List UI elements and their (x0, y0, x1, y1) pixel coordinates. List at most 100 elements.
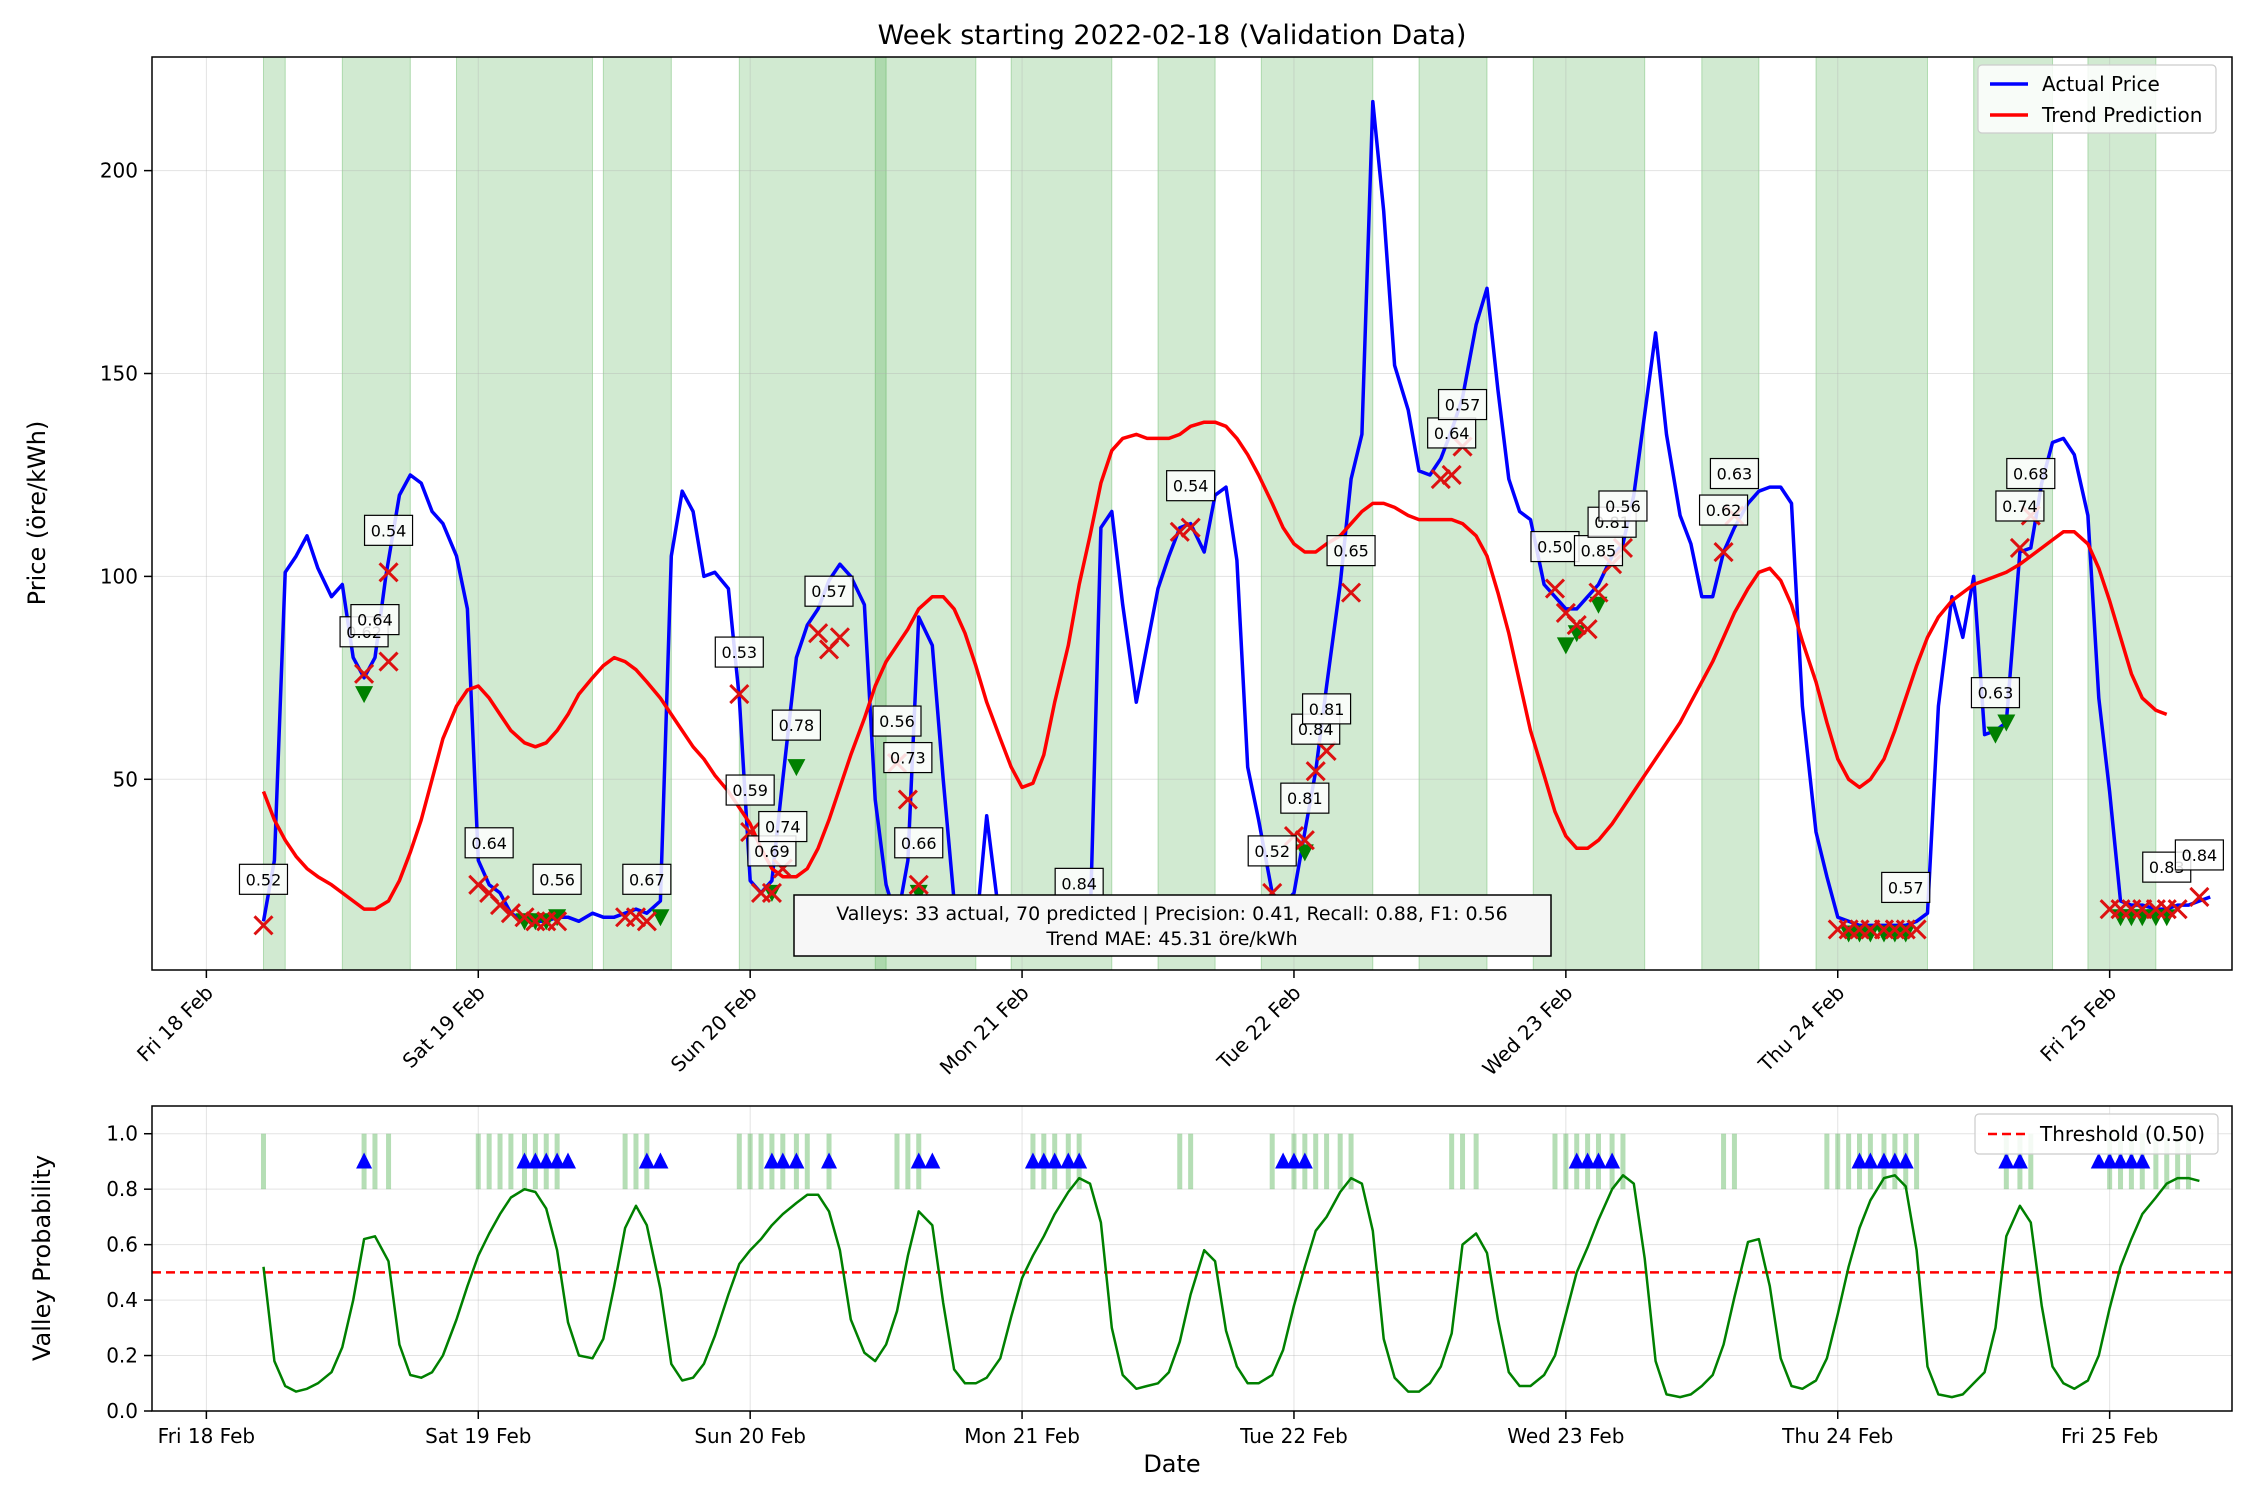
predicted-valley-triangle (538, 1152, 555, 1169)
predicted-valley-marker (829, 627, 850, 648)
predicted-valley-triangle (1296, 1152, 1313, 1169)
probability-annotation-box (1247, 835, 1297, 867)
actual-valley-bar (1348, 1133, 1354, 1190)
actual-valley-bar (1188, 1133, 1194, 1190)
actual-valley-bar (2164, 1133, 2170, 1190)
predicted-valley-triangle (1590, 1152, 1607, 1169)
probability-annotation-label: 0.65 (1333, 542, 1369, 561)
actual-valley-bar (1269, 1133, 1275, 1190)
probability-x-tick-label: Sun 20 Feb (694, 1424, 806, 1448)
probability-annotation-box (872, 705, 922, 737)
predicted-valley-marker (354, 663, 375, 684)
predicted-valley-triangle (1851, 1152, 1868, 1169)
probability-annotation-box (1573, 535, 1624, 567)
actual-valley-bar (1620, 1133, 1626, 1190)
price-chart-title: Week starting 2022-02-18 (Validation Dat… (878, 20, 1467, 51)
predicted-valley-markers (356, 1152, 2151, 1169)
probability-annotation: 0.74 (758, 810, 808, 843)
probability-annotation: 0.52 (238, 863, 289, 895)
actual-valley-marker (1589, 596, 1608, 614)
predicted-valley-triangle (1046, 1152, 1063, 1169)
probability-annotation-label: 0.57 (1445, 396, 1481, 415)
actual-valley-bar (2028, 1133, 2034, 1190)
actual-valley-bar (1449, 1133, 1455, 1190)
actual-valley-bar (1324, 1133, 1330, 1190)
probability-annotation-label: 0.74 (2002, 497, 2038, 516)
probability-panel: 0.0 0.2 0.4 0.6 0.8 1.0 Fri 18 Feb Sat 19 Feb S… (28, 1105, 2233, 1478)
price-y-tick-label: 100 (100, 564, 138, 588)
predicted-valley-marker (1305, 761, 1326, 782)
probability-annotation-label: 0.84 (2182, 846, 2218, 865)
predicted-valley-triangle (638, 1152, 655, 1169)
predicted-valley-marker (1316, 740, 1337, 761)
actual-valley-bar (1177, 1133, 1183, 1190)
price-y-axis-label: Price (öre/kWh) (23, 421, 51, 606)
actual-valley-bar (758, 1133, 764, 1190)
price-legend-frame (1977, 64, 2217, 134)
trend-prediction-line (261, 420, 2168, 911)
predicted-valley-triangle (560, 1152, 576, 1169)
probability-annotation-label: 0.56 (539, 870, 575, 889)
summary-box-frame (793, 894, 1552, 957)
predicted-valley-triangle (788, 1152, 805, 1169)
actual-valley-marker (787, 759, 806, 777)
probability-annotation-label: 0.57 (1888, 878, 1924, 897)
legend-trend-label: Trend Prediction (2041, 103, 2202, 127)
predicted-valley-marker (1169, 521, 1190, 542)
probability-y-tick-label: 0.2 (106, 1344, 138, 1368)
probability-annotation-label: 0.85 (1581, 542, 1617, 561)
predicted-valley-marker (908, 874, 929, 895)
predicted-valley-marker (1294, 830, 1315, 851)
probability-annotation: 0.67 (622, 863, 672, 895)
probability-annotation-label: 0.64 (471, 834, 507, 853)
probability-y-tick-label: 0.0 (106, 1399, 138, 1423)
predicted-valley-triangle (1862, 1152, 1879, 1169)
predicted-valley-triangle (1886, 1152, 1903, 1169)
predicted-valley-marker (1566, 615, 1587, 636)
valley-shading-band (1157, 56, 1216, 971)
actual-valley-bar (497, 1133, 503, 1190)
probability-y-tick-label: 0.8 (106, 1177, 138, 1201)
price-panel: Week starting 2022-02-18 (Validation Dat… (23, 20, 2233, 1080)
actual-valley-bar (1721, 1133, 1727, 1190)
probability-annotation-label: 0.84 (1061, 874, 1097, 893)
probability-annotation: 0.85 (1573, 535, 1624, 567)
predicted-valley-triangle (1579, 1152, 1596, 1169)
probability-annotation: 0.57 (804, 575, 854, 607)
probability-annotation-label: 0.81 (1309, 700, 1345, 719)
probability-x-tick-label: Thu 24 Feb (1781, 1424, 1893, 1448)
probability-annotation-box (758, 810, 808, 843)
probability-annotation: 0.59 (725, 774, 775, 806)
probability-annotation: 0.74 (1995, 490, 2045, 522)
predicted-valley-marker (500, 903, 521, 924)
valley-shading-band (456, 56, 593, 971)
predicted-valley-triangle (652, 1152, 669, 1169)
predicted-valley-triangle (821, 1152, 838, 1169)
predicted-valley-triangle (2011, 1152, 2028, 1169)
probability-plot-frame (151, 1105, 2233, 1412)
price-y-tick-label: 150 (100, 362, 138, 386)
actual-valley-bar (1731, 1133, 1737, 1190)
probability-annotation-label: 0.64 (1434, 424, 1470, 443)
predicted-valley-triangle (356, 1152, 373, 1169)
probability-annotation-box (2006, 457, 2056, 490)
probability-annotation: 0.54 (1166, 470, 1216, 502)
valley-shading-band (2087, 56, 2157, 971)
probability-annotation: 0.65 (1326, 535, 1376, 567)
valley-probability-line (262, 1174, 2200, 1399)
probability-legend: Threshold (0.50) (1974, 1113, 2219, 1155)
actual-valley-bar (1313, 1133, 1319, 1190)
probability-annotation-box (2174, 839, 2224, 871)
probability-annotation-label: 0.74 (765, 818, 801, 837)
probability-x-tick-label: Tue 22 Feb (1239, 1424, 1348, 1448)
probability-annotation-box (1995, 490, 2045, 522)
predicted-valley-marker (1588, 582, 1609, 603)
probability-annotation-label: 0.52 (1254, 842, 1290, 861)
predicted-valley-marker (1441, 464, 1462, 486)
probability-annotation-box (464, 827, 514, 859)
probability-annotation-box (1698, 494, 1749, 526)
price-y-tick-label: 200 (100, 159, 138, 183)
probability-annotation: 0.54 (363, 514, 414, 546)
actual-valley-bar (622, 1133, 628, 1190)
